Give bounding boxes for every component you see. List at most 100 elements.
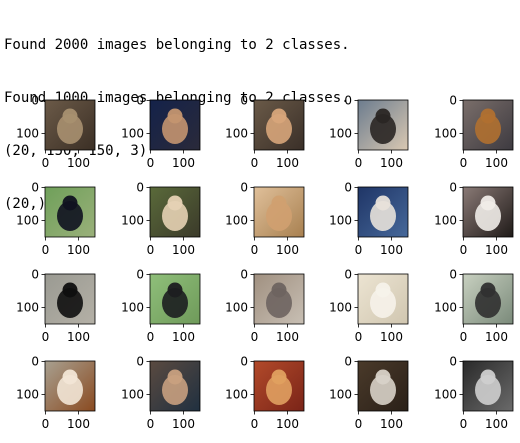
y-tick-label: 0 [240, 268, 248, 282]
x-tick-label: 100 [172, 417, 195, 431]
x-tick-label: 0 [460, 243, 468, 257]
x-tick-label: 0 [147, 330, 155, 344]
head-shape [481, 109, 496, 124]
x-tick-label: 0 [42, 417, 50, 431]
head-shape [63, 109, 78, 124]
subplot: 0 100 0 100 [121, 355, 200, 432]
x-tick-label: 0 [251, 417, 259, 431]
head-shape [168, 283, 183, 298]
head-shape [63, 370, 78, 385]
head-shape [272, 370, 287, 385]
y-tick-label: 0 [344, 355, 352, 369]
y-tick-label: 100 [434, 214, 457, 228]
y-tick-label: 0 [31, 268, 39, 282]
y-tick-label: 100 [329, 388, 352, 402]
y-tick-label: 100 [225, 301, 248, 315]
y-tick-label: 0 [240, 181, 248, 195]
head-shape [376, 370, 391, 385]
y-tick-label: 100 [329, 127, 352, 141]
x-tick-label: 0 [147, 156, 155, 170]
x-tick-label: 0 [355, 156, 363, 170]
head-shape [481, 283, 496, 298]
x-tick-label: 0 [355, 417, 363, 431]
x-tick-label: 100 [276, 330, 299, 344]
y-tick-label: 0 [344, 94, 352, 108]
head-shape [168, 370, 183, 385]
x-tick-label: 100 [380, 156, 403, 170]
x-tick-label: 100 [67, 243, 90, 257]
x-tick-label: 100 [485, 330, 508, 344]
y-tick-label: 0 [240, 355, 248, 369]
y-tick-label: 100 [225, 127, 248, 141]
subplot: 0 100 0 100 [434, 94, 513, 171]
x-tick-label: 100 [172, 156, 195, 170]
y-tick-label: 100 [16, 214, 39, 228]
x-tick-label: 100 [67, 156, 90, 170]
head-shape [168, 109, 183, 124]
head-shape [63, 283, 78, 298]
y-tick-label: 0 [136, 268, 144, 282]
head-shape [272, 109, 287, 124]
head-shape [63, 196, 78, 211]
y-tick-label: 100 [329, 214, 352, 228]
x-tick-label: 100 [380, 417, 403, 431]
subplot: 0 100 0 100 [329, 355, 408, 432]
x-tick-label: 0 [460, 417, 468, 431]
x-tick-label: 100 [276, 417, 299, 431]
x-tick-label: 100 [67, 417, 90, 431]
head-shape [481, 370, 496, 385]
subplot: 0 100 0 100 [16, 94, 95, 171]
y-tick-label: 100 [16, 301, 39, 315]
y-tick-label: 0 [240, 94, 248, 108]
x-tick-label: 0 [460, 330, 468, 344]
y-tick-label: 100 [16, 127, 39, 141]
x-tick-label: 0 [42, 243, 50, 257]
y-tick-label: 100 [225, 214, 248, 228]
y-tick-label: 0 [31, 355, 39, 369]
x-tick-label: 100 [67, 330, 90, 344]
x-tick-label: 0 [355, 330, 363, 344]
y-tick-label: 100 [16, 388, 39, 402]
x-tick-label: 0 [355, 243, 363, 257]
x-tick-label: 0 [42, 156, 50, 170]
y-tick-label: 0 [136, 355, 144, 369]
y-tick-label: 100 [121, 301, 144, 315]
head-shape [272, 196, 287, 211]
subplot: 0 100 0 100 [121, 268, 200, 345]
subplot: 0 100 0 100 [434, 181, 513, 258]
x-tick-label: 100 [380, 330, 403, 344]
head-shape [376, 109, 391, 124]
y-tick-label: 0 [449, 268, 457, 282]
y-tick-label: 100 [225, 388, 248, 402]
x-tick-label: 0 [251, 156, 259, 170]
y-tick-label: 0 [31, 181, 39, 195]
x-tick-label: 100 [380, 243, 403, 257]
subplot: 0 100 0 100 [225, 268, 304, 345]
y-tick-label: 0 [449, 355, 457, 369]
subplot: 0 100 0 100 [434, 355, 513, 432]
head-shape [376, 196, 391, 211]
subplot: 0 100 0 100 [16, 355, 95, 432]
y-tick-label: 0 [449, 181, 457, 195]
x-tick-label: 100 [485, 243, 508, 257]
subplot: 0 100 0 100 [225, 355, 304, 432]
subplot: 0 100 0 100 [329, 268, 408, 345]
y-tick-label: 0 [449, 94, 457, 108]
x-tick-label: 100 [276, 156, 299, 170]
x-tick-label: 100 [485, 417, 508, 431]
y-tick-label: 100 [434, 301, 457, 315]
subplot: 0 100 0 100 [121, 94, 200, 171]
y-tick-label: 100 [434, 388, 457, 402]
subplot: 0 100 0 100 [16, 268, 95, 345]
subplot: 0 100 0 100 [434, 268, 513, 345]
y-tick-label: 100 [329, 301, 352, 315]
y-tick-label: 100 [121, 388, 144, 402]
y-tick-label: 0 [344, 268, 352, 282]
y-tick-label: 0 [344, 181, 352, 195]
subplot: 0 100 0 100 [225, 181, 304, 258]
y-tick-label: 100 [434, 127, 457, 141]
subplot: 0 100 0 100 [121, 181, 200, 258]
subplot: 0 100 0 100 [16, 181, 95, 258]
x-tick-label: 100 [172, 243, 195, 257]
